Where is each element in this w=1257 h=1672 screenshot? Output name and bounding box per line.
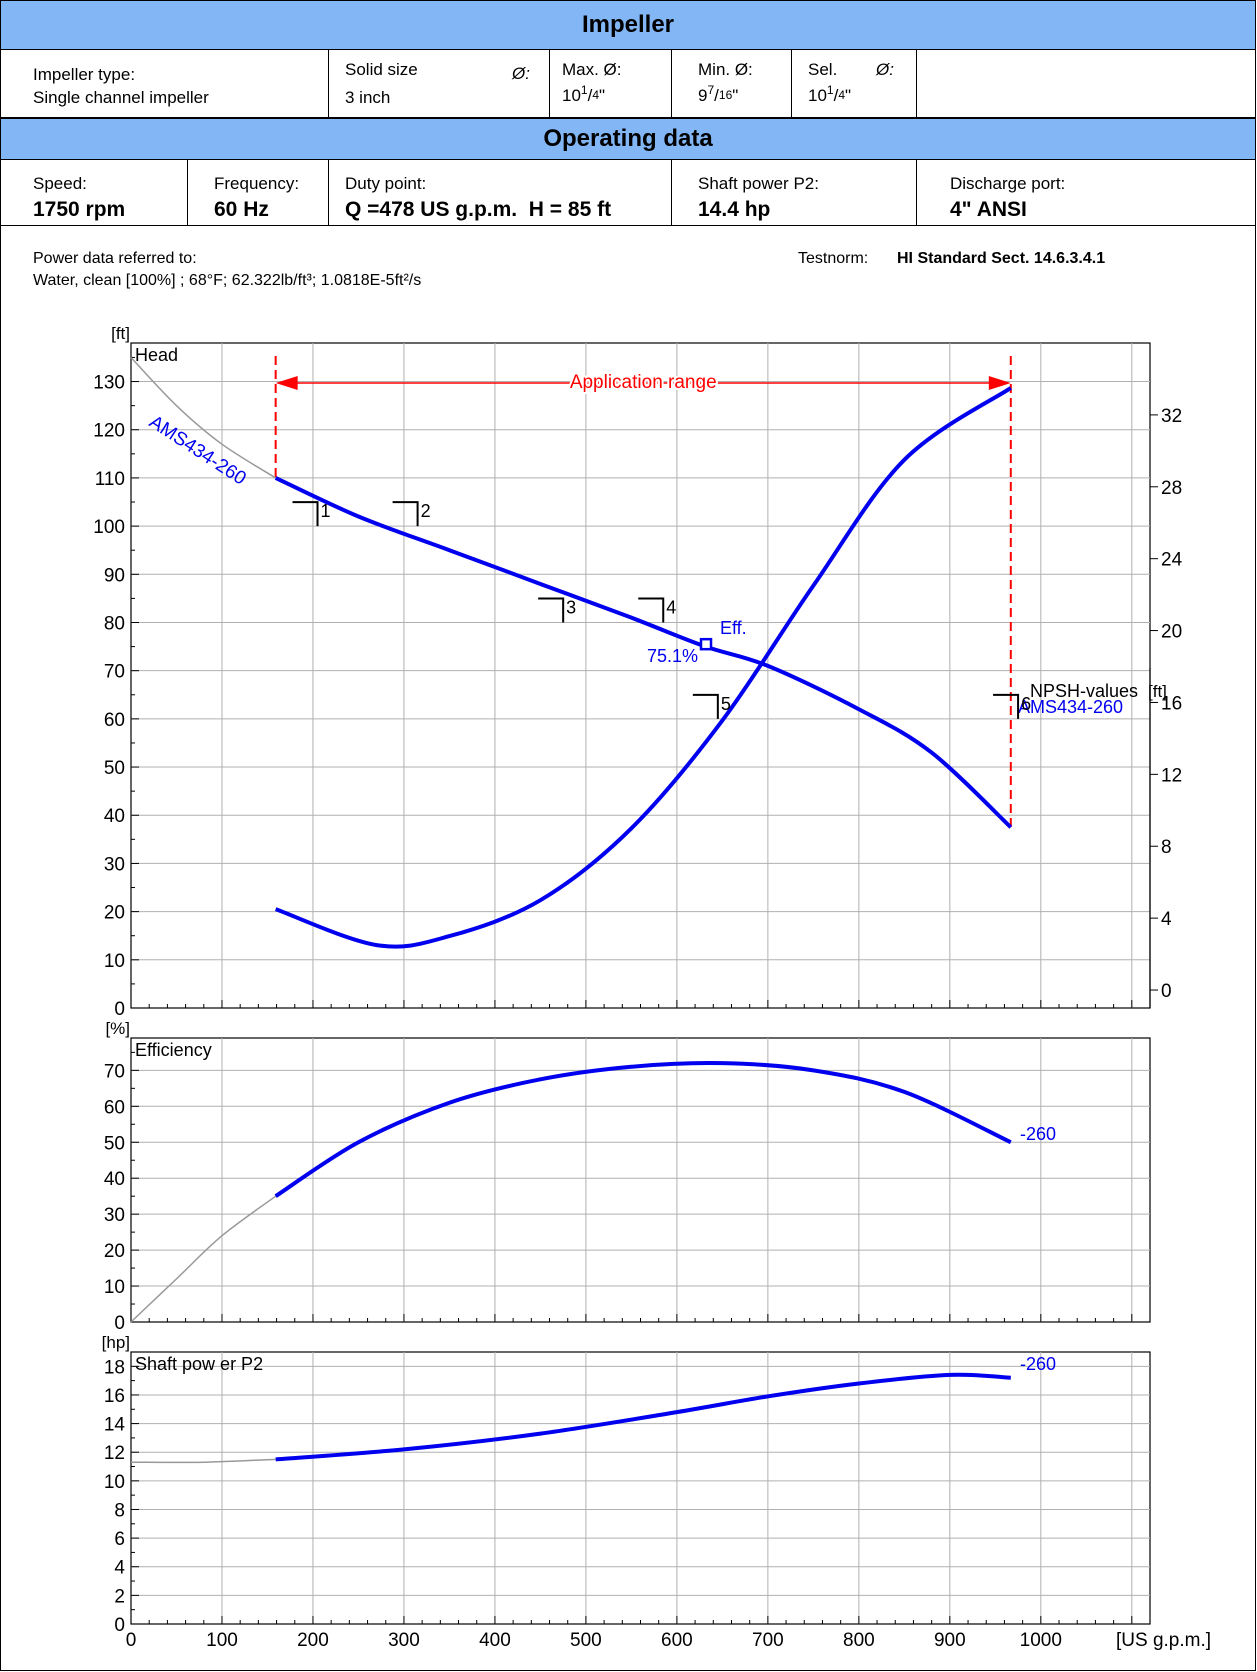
frequency-label: Frequency: — [214, 174, 300, 193]
shaft-power-value: 14.4 hp — [698, 198, 771, 221]
duty-point-cell: Duty point: Q =478 US g.p.m. H = 85 ft — [329, 160, 672, 225]
max-diameter-label: Max. Ø: — [562, 60, 622, 79]
operating-header: Operating data — [0, 118, 1256, 160]
selected-diameter-cell: Sel. Ø: 101/4" — [792, 50, 917, 117]
speed-cell: Speed: 1750 rpm — [0, 160, 188, 225]
frequency-cell: Frequency: 60 Hz — [188, 160, 329, 225]
impeller-row: Impeller type: Single channel impeller S… — [0, 50, 1256, 118]
max-diameter-cell: Max. Ø: 101/4" — [550, 50, 672, 117]
duty-point-label: Duty point: — [345, 174, 427, 193]
duty-point-value: Q =478 US g.p.m. H = 85 ft — [345, 198, 612, 221]
shaft-power-cell: Shaft power P2: 14.4 hp — [672, 160, 917, 225]
speed-label: Speed: — [33, 174, 87, 193]
speed-value: 1750 rpm — [33, 198, 126, 221]
max-diameter-value: 101/4" — [562, 83, 606, 105]
discharge-port-value: 4" ANSI — [950, 198, 1027, 221]
testnorm-value: HI Standard Sect. 14.6.3.4.1 — [897, 250, 1106, 267]
solid-size-cell: Solid size Ø: 3 inch — [329, 50, 550, 117]
impeller-header: Impeller — [0, 0, 1256, 50]
testnorm-label: Testnorm: — [798, 250, 869, 267]
operating-row: Speed: 1750 rpm Frequency: 60 Hz Duty po… — [0, 160, 1256, 226]
selected-diameter-symbol: Ø: — [876, 60, 894, 79]
min-diameter-cell: Min. Ø: 97/16" — [672, 50, 792, 117]
shaft-power-label: Shaft power P2: — [698, 174, 819, 193]
solid-size-label: Solid size — [345, 60, 418, 79]
discharge-port-cell: Discharge port: 4" ANSI — [917, 160, 1256, 225]
solid-size-symbol: Ø: — [512, 64, 530, 83]
selected-diameter-value: 101/4" — [808, 83, 852, 105]
frequency-value: 60 Hz — [214, 198, 269, 221]
min-diameter-value: 97/16" — [698, 83, 739, 105]
fluid-properties: Water, clean [100%] ; 68°F; 62.322lb/ft³… — [33, 272, 422, 289]
impeller-type-value: Single channel impeller — [33, 88, 209, 107]
discharge-port-label: Discharge port: — [950, 174, 1066, 193]
impeller-type-cell: Impeller type: Single channel impeller — [0, 50, 329, 117]
power-data-label: Power data referred to: — [33, 250, 197, 267]
min-diameter-label: Min. Ø: — [698, 60, 753, 79]
impeller-type-label: Impeller type: — [33, 65, 136, 84]
solid-size-value: 3 inch — [345, 88, 391, 107]
selected-diameter-label: Sel. — [808, 60, 838, 79]
